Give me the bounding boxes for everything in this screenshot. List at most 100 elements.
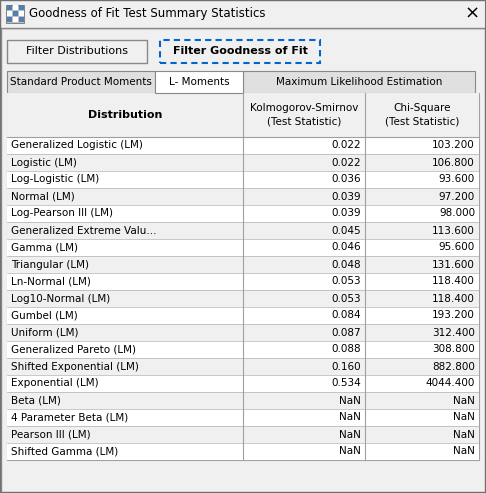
Text: 0.022: 0.022 <box>331 141 361 150</box>
Text: Goodness of Fit Test Summary Statistics: Goodness of Fit Test Summary Statistics <box>29 7 265 21</box>
Text: Normal (LM): Normal (LM) <box>11 191 75 202</box>
Bar <box>0 0 486 28</box>
Text: NaN: NaN <box>339 413 361 423</box>
Text: Ln-Normal (LM): Ln-Normal (LM) <box>11 277 91 286</box>
Bar <box>7 307 479 324</box>
Text: Pearson III (LM): Pearson III (LM) <box>11 429 90 439</box>
Bar <box>13 11 18 16</box>
Text: Filter Goodness of Fit: Filter Goodness of Fit <box>173 46 308 57</box>
Text: Standard Product Moments: Standard Product Moments <box>10 77 152 87</box>
Text: 131.600: 131.600 <box>432 259 475 270</box>
Text: NaN: NaN <box>453 447 475 457</box>
Text: 4044.400: 4044.400 <box>426 379 475 388</box>
Bar <box>7 93 479 137</box>
Text: 118.400: 118.400 <box>432 293 475 304</box>
Text: 118.400: 118.400 <box>432 277 475 286</box>
Bar <box>7 188 479 205</box>
Bar <box>7 426 479 443</box>
Bar <box>7 205 479 222</box>
Bar <box>19 5 24 10</box>
Bar <box>7 239 479 256</box>
Text: Distribution: Distribution <box>88 110 162 120</box>
Text: 0.084: 0.084 <box>331 311 361 320</box>
Text: 106.800: 106.800 <box>432 157 475 168</box>
Bar <box>7 358 479 375</box>
Text: 0.022: 0.022 <box>331 157 361 168</box>
Text: Uniform (LM): Uniform (LM) <box>11 327 79 338</box>
Bar <box>13 5 18 10</box>
Text: Triangular (LM): Triangular (LM) <box>11 259 89 270</box>
Text: L- Moments: L- Moments <box>169 77 229 87</box>
Bar <box>7 17 12 22</box>
Text: Shifted Gamma (LM): Shifted Gamma (LM) <box>11 447 118 457</box>
Text: NaN: NaN <box>339 429 361 439</box>
Bar <box>7 324 479 341</box>
Text: Shifted Exponential (LM): Shifted Exponential (LM) <box>11 361 139 372</box>
Text: 95.600: 95.600 <box>439 243 475 252</box>
Text: 0.053: 0.053 <box>331 277 361 286</box>
Text: 308.800: 308.800 <box>432 345 475 354</box>
Bar <box>7 93 479 460</box>
Text: 103.200: 103.200 <box>432 141 475 150</box>
Text: 0.039: 0.039 <box>331 209 361 218</box>
Text: 0.045: 0.045 <box>331 225 361 236</box>
Text: Generalized Logistic (LM): Generalized Logistic (LM) <box>11 141 143 150</box>
Bar <box>7 137 479 154</box>
Text: Generalized Pareto (LM): Generalized Pareto (LM) <box>11 345 136 354</box>
Bar <box>7 11 12 16</box>
Text: 97.200: 97.200 <box>439 191 475 202</box>
Text: Log-Logistic (LM): Log-Logistic (LM) <box>11 175 99 184</box>
Text: NaN: NaN <box>453 395 475 406</box>
Bar <box>7 71 155 93</box>
Text: Exponential (LM): Exponential (LM) <box>11 379 99 388</box>
Text: Beta (LM): Beta (LM) <box>11 395 61 406</box>
Text: 0.039: 0.039 <box>331 191 361 202</box>
Bar <box>7 171 479 188</box>
Text: Gumbel (LM): Gumbel (LM) <box>11 311 78 320</box>
Text: Log-Pearson III (LM): Log-Pearson III (LM) <box>11 209 113 218</box>
Bar <box>7 256 479 273</box>
Text: 882.800: 882.800 <box>432 361 475 372</box>
Bar <box>7 290 479 307</box>
Bar <box>6 5 24 23</box>
Text: Generalized Extreme Valu...: Generalized Extreme Valu... <box>11 225 156 236</box>
Text: 193.200: 193.200 <box>432 311 475 320</box>
Bar <box>19 17 24 22</box>
Bar <box>7 154 479 171</box>
Text: 98.000: 98.000 <box>439 209 475 218</box>
Bar <box>155 71 243 93</box>
Text: Chi-Square
(Test Statistic): Chi-Square (Test Statistic) <box>385 104 459 127</box>
Text: 113.600: 113.600 <box>432 225 475 236</box>
Text: ×: × <box>465 5 480 23</box>
Bar <box>7 375 479 392</box>
Bar <box>7 273 479 290</box>
Text: 0.046: 0.046 <box>331 243 361 252</box>
Text: NaN: NaN <box>339 395 361 406</box>
Text: 0.160: 0.160 <box>331 361 361 372</box>
Text: 0.036: 0.036 <box>331 175 361 184</box>
Text: Kolmogorov-Smirnov
(Test Statistic): Kolmogorov-Smirnov (Test Statistic) <box>250 104 358 127</box>
Text: Gamma (LM): Gamma (LM) <box>11 243 78 252</box>
Bar <box>243 71 475 93</box>
Bar <box>160 40 320 63</box>
Text: Maximum Likelihood Estimation: Maximum Likelihood Estimation <box>276 77 442 87</box>
Bar <box>7 392 479 409</box>
Text: NaN: NaN <box>453 429 475 439</box>
Text: 0.088: 0.088 <box>331 345 361 354</box>
Text: NaN: NaN <box>339 447 361 457</box>
Text: 4 Parameter Beta (LM): 4 Parameter Beta (LM) <box>11 413 128 423</box>
Bar <box>7 5 12 10</box>
Bar <box>7 443 479 460</box>
Text: NaN: NaN <box>453 413 475 423</box>
Text: 0.534: 0.534 <box>331 379 361 388</box>
Bar <box>7 222 479 239</box>
Bar <box>7 40 147 63</box>
Text: Log10-Normal (LM): Log10-Normal (LM) <box>11 293 110 304</box>
Bar <box>7 341 479 358</box>
Text: 93.600: 93.600 <box>439 175 475 184</box>
Text: Filter Distributions: Filter Distributions <box>26 46 128 57</box>
Bar <box>13 17 18 22</box>
Text: 0.087: 0.087 <box>331 327 361 338</box>
Text: 312.400: 312.400 <box>432 327 475 338</box>
Bar <box>19 11 24 16</box>
